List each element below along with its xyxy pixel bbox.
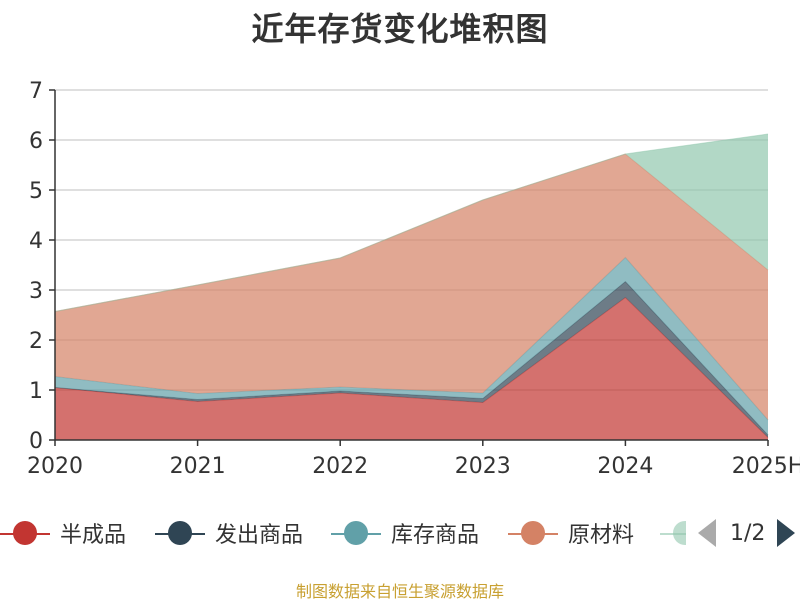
area-series-3 — [55, 154, 768, 420]
legend-item-1[interactable]: 发出商品 — [155, 513, 303, 553]
x-tick-label-0: 2020 — [27, 454, 83, 479]
area-series-0 — [55, 297, 768, 440]
legend-swatch-icon — [0, 513, 50, 553]
x-tick-label-1: 2021 — [170, 454, 226, 479]
x-tick-label-5: 2025H — [732, 454, 800, 479]
x-tick-label-4: 2024 — [597, 454, 653, 479]
chart-title: 近年存货变化堆积图 — [251, 10, 549, 48]
legend-item-3[interactable]: 原材料 — [508, 513, 634, 553]
y-tick-label-6: 6 — [29, 129, 43, 154]
y-tick-label-3: 3 — [29, 279, 43, 304]
x-tick-label-2: 2022 — [312, 454, 368, 479]
legend-page-indicator: 1/2 — [730, 520, 766, 546]
y-tick-label-1: 1 — [29, 379, 43, 404]
legend-prev-page-icon[interactable] — [698, 519, 716, 547]
legend-swatch-icon — [155, 513, 205, 553]
y-tick-label-7: 7 — [29, 79, 43, 104]
legend-label: 半成品 — [60, 523, 127, 548]
legend-label: 原材料 — [568, 523, 635, 548]
y-tick-label-0: 0 — [29, 429, 43, 454]
legend-next-page-icon[interactable] — [777, 519, 796, 547]
data-source-footer: 制图数据来自恒生聚源数据库 — [295, 582, 504, 600]
y-tick-label-4: 4 — [29, 229, 43, 254]
legend-swatch-icon — [508, 513, 558, 553]
area-series-2 — [55, 257, 768, 435]
legend: 1/2 半成品 发出商品 库存商品 原材料 — [0, 513, 800, 553]
legend-swatch-icon — [660, 513, 686, 553]
area-series-1 — [55, 281, 768, 438]
legend-label: 发出商品 — [215, 523, 304, 548]
x-tick-label-3: 2023 — [455, 454, 511, 479]
y-tick-label-5: 5 — [29, 179, 43, 204]
legend-item-2[interactable]: 库存商品 — [331, 513, 479, 553]
legend-item-0[interactable]: 半成品 — [0, 513, 126, 553]
area-edge-4 — [54, 133, 769, 312]
area-series-4 — [55, 134, 768, 312]
legend-label: 库存商品 — [391, 523, 480, 548]
y-tick-label-2: 2 — [29, 329, 43, 354]
legend-swatch-icon — [331, 513, 381, 553]
legend-item-4[interactable] — [660, 513, 686, 553]
legend-pager: 1/2 — [698, 513, 796, 553]
